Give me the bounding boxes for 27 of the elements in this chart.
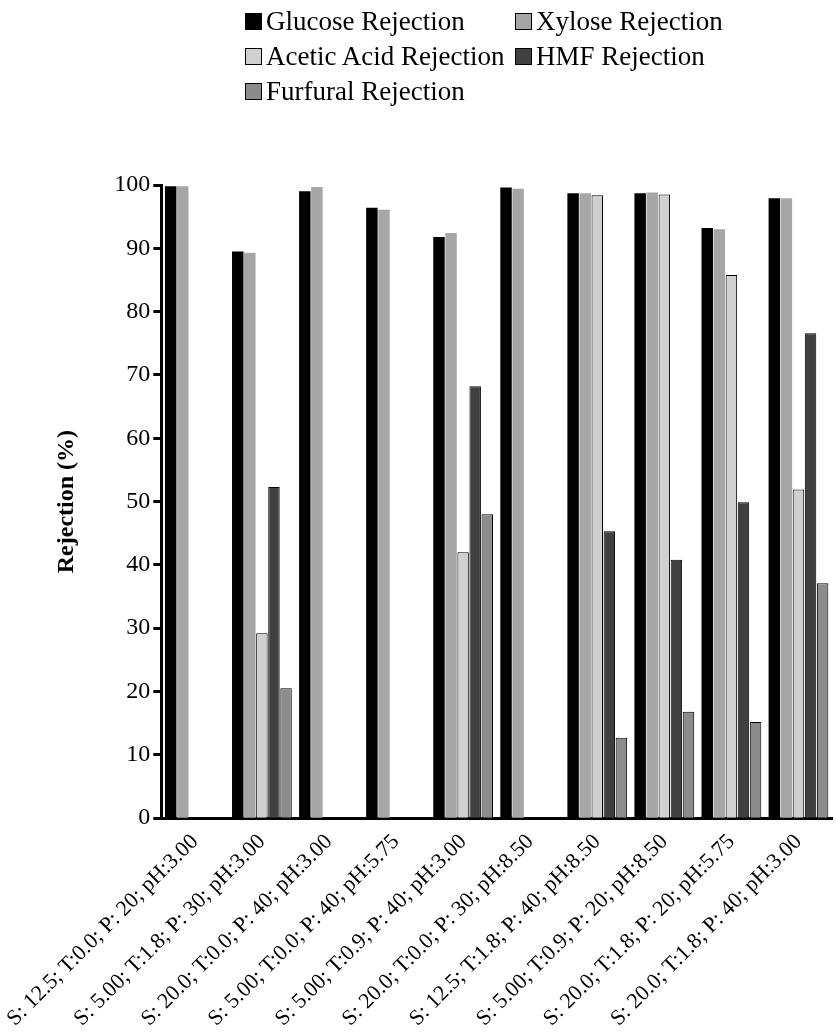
bar bbox=[579, 193, 591, 818]
y-axis-title: Rejection (%) bbox=[52, 429, 79, 574]
bar bbox=[378, 209, 390, 818]
bar bbox=[445, 233, 457, 818]
y-tick-label: 100 bbox=[114, 170, 151, 197]
bar bbox=[311, 186, 323, 818]
legend-label: Acetic Acid Rejection bbox=[266, 41, 505, 72]
legend-label: HMF Rejection bbox=[536, 41, 705, 72]
y-tick-label: 50 bbox=[126, 486, 151, 513]
y-tick-label: 90 bbox=[126, 233, 151, 260]
legend-label: Furfural Rejection bbox=[266, 76, 465, 107]
y-tick-label: 60 bbox=[126, 423, 151, 450]
y-tick-label: 70 bbox=[126, 360, 151, 387]
y-tick-label: 80 bbox=[126, 296, 151, 323]
y-tick-label: 40 bbox=[126, 550, 151, 577]
bar bbox=[713, 229, 726, 818]
bar bbox=[177, 186, 189, 818]
y-tick-label: 0 bbox=[138, 803, 151, 830]
y-tick-label: 30 bbox=[126, 613, 151, 640]
bar bbox=[512, 188, 524, 818]
bar bbox=[780, 198, 793, 818]
legend-label: Xylose Rejection bbox=[536, 6, 723, 37]
bar bbox=[244, 252, 256, 818]
y-tick-label: 10 bbox=[126, 740, 151, 767]
y-tick-label: 20 bbox=[126, 676, 151, 703]
bar bbox=[646, 192, 658, 818]
legend-label: Glucose Rejection bbox=[266, 6, 465, 37]
